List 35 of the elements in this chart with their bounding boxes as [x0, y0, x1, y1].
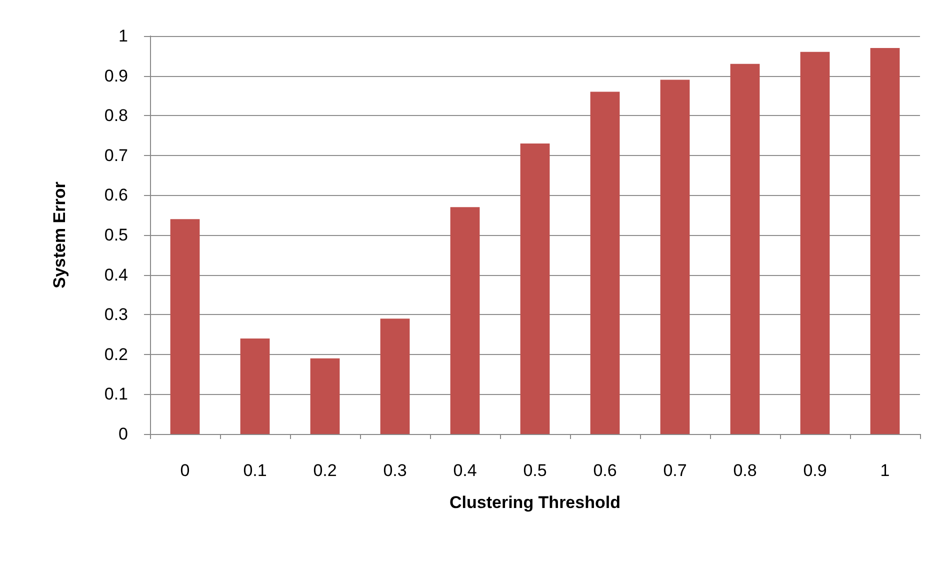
- x-tick-label: 0: [180, 461, 190, 480]
- bar: [450, 207, 480, 434]
- y-tick-label: 0.4: [104, 265, 128, 284]
- x-tick-label: 1: [880, 461, 890, 480]
- y-tick-label: 0.1: [104, 384, 128, 404]
- bar: [730, 64, 760, 434]
- y-tick-label: 0.2: [104, 344, 128, 364]
- y-tick-label: 0.5: [104, 226, 128, 244]
- y-tick-label: 0: [118, 424, 128, 444]
- x-tick-label: 0.4: [453, 461, 477, 480]
- y-tick-label: 0.6: [104, 186, 128, 205]
- x-tick-label: 0.6: [593, 461, 617, 480]
- y-tick-label: 0.8: [104, 106, 128, 126]
- y-tick-label: 0.3: [104, 305, 128, 324]
- bar: [590, 92, 620, 434]
- bar: [170, 219, 200, 434]
- y-tick-label: 0.7: [104, 146, 128, 165]
- bar: [520, 143, 550, 434]
- x-tick-label: 0.5: [523, 461, 547, 480]
- y-axis-title: System Error: [50, 181, 69, 288]
- x-axis-title: Clustering Threshold: [450, 493, 620, 512]
- bar: [660, 80, 690, 434]
- x-tick-label: 0.2: [313, 461, 337, 480]
- y-tick-label: 0.9: [104, 66, 128, 86]
- x-tick-label: 0.8: [733, 461, 757, 480]
- bar: [800, 52, 830, 434]
- x-tick-label: 0.7: [663, 461, 687, 480]
- bar: [240, 338, 270, 434]
- bar: [870, 48, 900, 434]
- y-tick-label: 1: [118, 26, 128, 46]
- x-tick-label: 0.3: [383, 461, 407, 480]
- bar: [310, 358, 340, 434]
- x-tick-label: 0.9: [803, 461, 827, 480]
- bar: [380, 318, 410, 434]
- x-tick-label: 0.1: [243, 461, 267, 480]
